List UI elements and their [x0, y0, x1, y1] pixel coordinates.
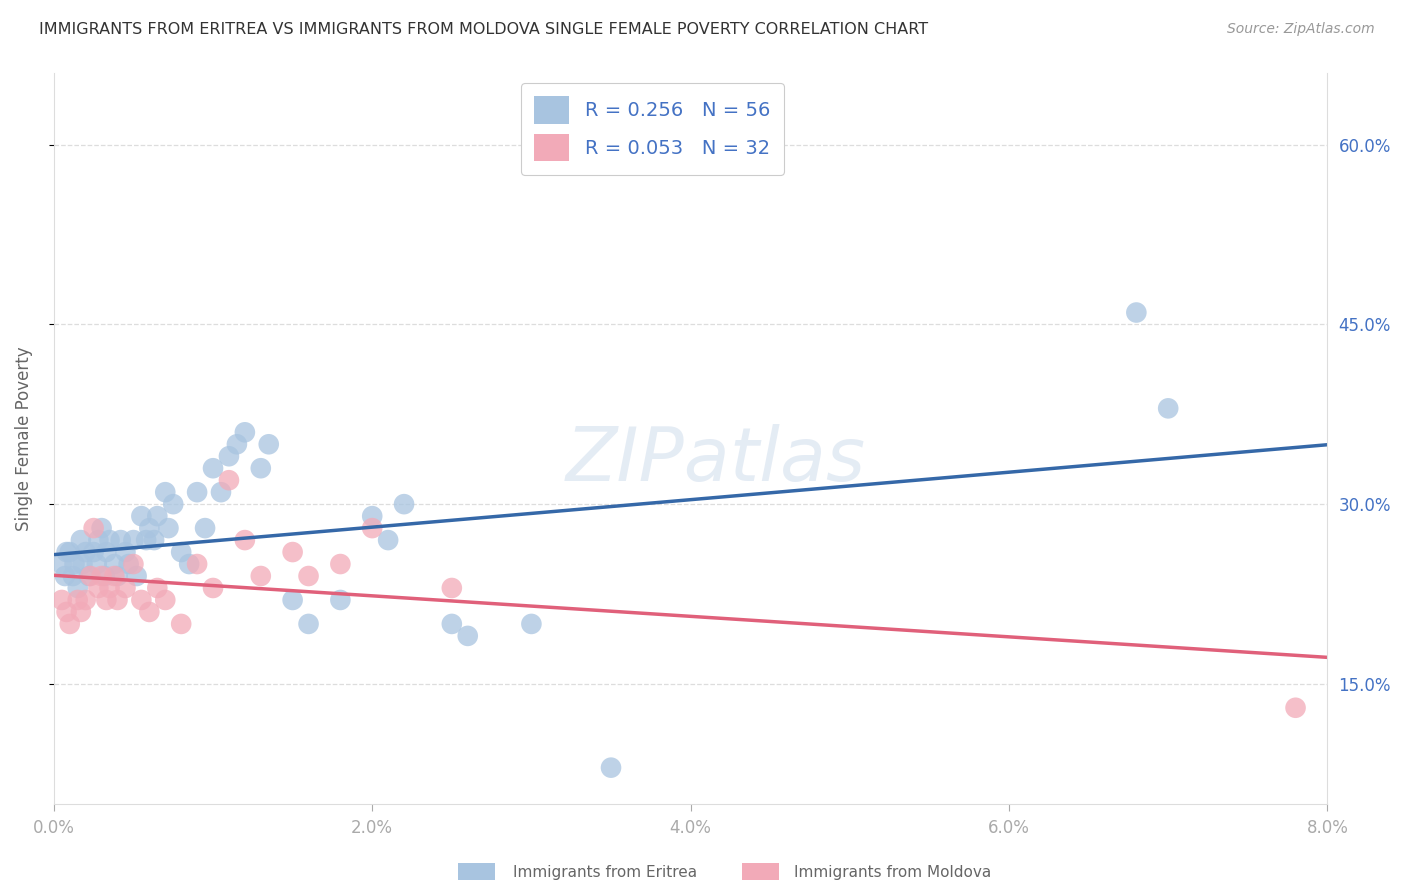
Point	[1125, 305, 1147, 319]
Point	[225, 437, 247, 451]
Point	[233, 425, 256, 440]
Point	[87, 581, 110, 595]
Point	[457, 629, 479, 643]
Point	[122, 557, 145, 571]
Point	[53, 569, 76, 583]
Point	[281, 593, 304, 607]
Point	[63, 557, 86, 571]
Point	[520, 616, 543, 631]
Point	[114, 581, 136, 595]
Point	[249, 569, 271, 583]
Text: Immigrants from Moldova: Immigrants from Moldova	[794, 865, 991, 880]
Point	[135, 533, 157, 547]
Point	[170, 545, 193, 559]
Point	[138, 521, 160, 535]
Point	[146, 581, 169, 595]
Point	[281, 545, 304, 559]
Point	[103, 557, 125, 571]
Y-axis label: Single Female Poverty: Single Female Poverty	[15, 346, 32, 531]
Point	[87, 533, 110, 547]
Point	[114, 545, 136, 559]
Point	[138, 605, 160, 619]
Point	[79, 569, 101, 583]
Point	[66, 581, 89, 595]
Point	[51, 557, 73, 571]
Point	[1284, 700, 1306, 714]
Point	[90, 569, 112, 583]
Point	[440, 616, 463, 631]
Point	[202, 581, 225, 595]
Point	[62, 569, 84, 583]
Point	[131, 509, 153, 524]
Point	[329, 593, 352, 607]
Point	[107, 593, 129, 607]
Point	[83, 545, 105, 559]
Point	[77, 569, 100, 583]
Legend: R = 0.256   N = 56, R = 0.053   N = 32: R = 0.256 N = 56, R = 0.053 N = 32	[520, 83, 785, 175]
Point	[94, 569, 117, 583]
Point	[75, 593, 97, 607]
Point	[122, 533, 145, 547]
Point	[209, 485, 232, 500]
Text: Source: ZipAtlas.com: Source: ZipAtlas.com	[1227, 22, 1375, 37]
Point	[297, 616, 319, 631]
Point	[118, 557, 141, 571]
Point	[96, 593, 118, 607]
Point	[186, 485, 208, 500]
Point	[1157, 401, 1180, 416]
Point	[107, 569, 129, 583]
Point	[249, 461, 271, 475]
Point	[361, 509, 384, 524]
Point	[162, 497, 184, 511]
Point	[66, 593, 89, 607]
Point	[75, 545, 97, 559]
Point	[70, 605, 93, 619]
Point	[600, 761, 623, 775]
Point	[155, 485, 177, 500]
Point	[297, 569, 319, 583]
Point	[98, 533, 121, 547]
Text: IMMIGRANTS FROM ERITREA VS IMMIGRANTS FROM MOLDOVA SINGLE FEMALE POVERTY CORRELA: IMMIGRANTS FROM ERITREA VS IMMIGRANTS FR…	[39, 22, 928, 37]
Point	[59, 545, 82, 559]
Point	[233, 533, 256, 547]
Point	[218, 473, 240, 487]
Point	[361, 521, 384, 535]
Point	[218, 449, 240, 463]
Point	[86, 557, 108, 571]
Point	[157, 521, 180, 535]
Point	[72, 557, 94, 571]
Point	[202, 461, 225, 475]
Point	[125, 569, 148, 583]
Point	[98, 581, 121, 595]
Point	[257, 437, 280, 451]
Point	[59, 616, 82, 631]
Point	[392, 497, 415, 511]
Point	[377, 533, 399, 547]
Point	[90, 521, 112, 535]
Point	[55, 545, 77, 559]
Point	[170, 616, 193, 631]
Point	[194, 521, 217, 535]
Point	[96, 545, 118, 559]
Text: Immigrants from Eritrea: Immigrants from Eritrea	[513, 865, 697, 880]
Point	[143, 533, 166, 547]
Point	[131, 593, 153, 607]
Point	[110, 533, 132, 547]
Point	[146, 509, 169, 524]
Point	[440, 581, 463, 595]
Point	[329, 557, 352, 571]
Point	[55, 605, 77, 619]
Point	[83, 521, 105, 535]
Text: ZIPatlas: ZIPatlas	[567, 425, 866, 496]
Point	[179, 557, 201, 571]
Point	[103, 569, 125, 583]
Point	[51, 593, 73, 607]
Point	[70, 533, 93, 547]
Point	[186, 557, 208, 571]
Point	[155, 593, 177, 607]
